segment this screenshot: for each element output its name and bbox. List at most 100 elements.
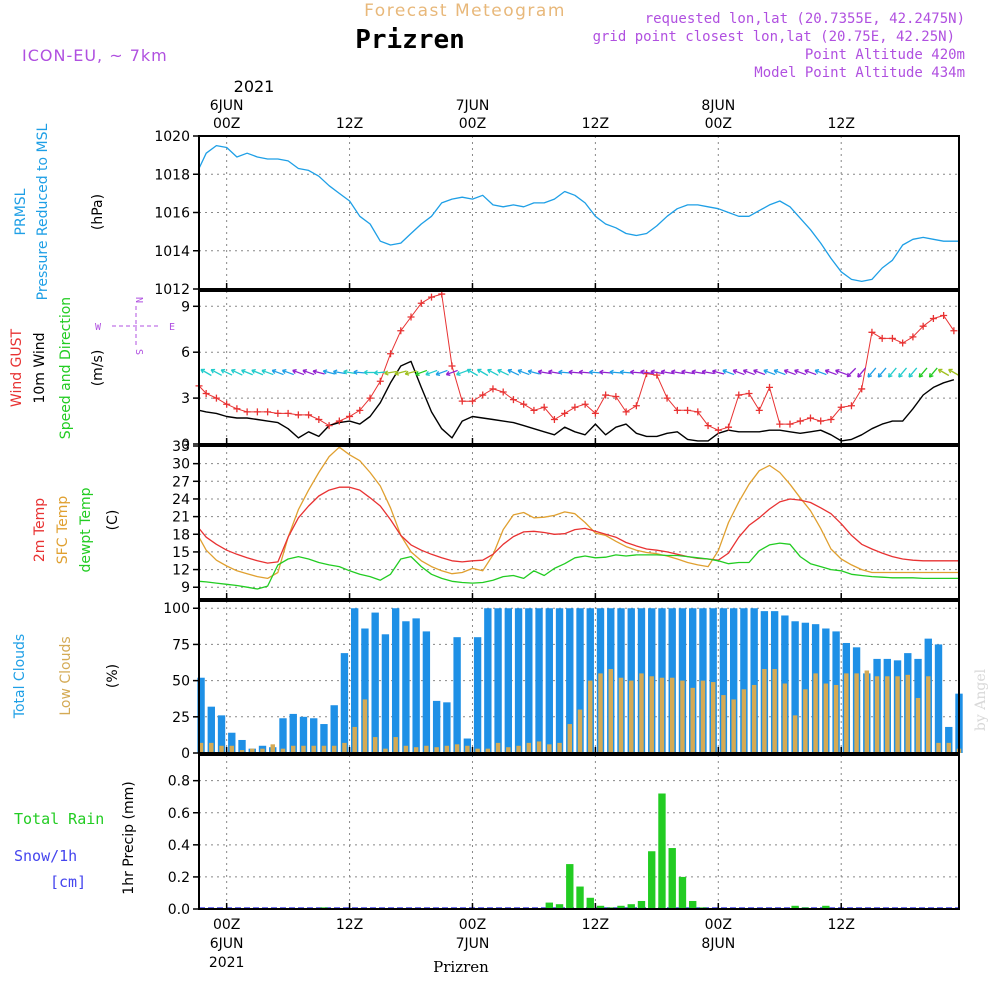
low-cloud-bar <box>526 742 532 753</box>
temp-ytick-label: 15 <box>172 545 190 561</box>
wind-barb <box>794 369 807 376</box>
wind-barb <box>312 370 325 375</box>
low-cloud-bar <box>792 715 798 753</box>
total-cloud-bar <box>576 608 584 753</box>
gust-marker <box>837 403 845 411</box>
wind-ytick-label: 6 <box>181 345 190 361</box>
low-cloud-bar <box>342 742 347 753</box>
wind-barb-head <box>629 369 635 375</box>
total-cloud-bar <box>289 713 297 753</box>
wind-barb <box>867 367 877 378</box>
wind-barb-head <box>241 368 246 374</box>
low-cloud-bar <box>823 683 829 753</box>
total-cloud-bar <box>207 706 215 753</box>
pressure-line <box>198 144 959 283</box>
low-cloud-bar <box>280 748 286 753</box>
wind-barb <box>384 370 397 375</box>
wind-barb <box>517 369 530 376</box>
low-cloud-bar <box>762 669 767 753</box>
total-cloud-bar <box>535 608 543 753</box>
wind-barb <box>784 369 796 376</box>
low-cloud-bar <box>680 680 685 753</box>
total-cloud-bar <box>709 608 717 753</box>
point-altitude: Point Altitude 420m <box>805 47 965 63</box>
clouds-frame <box>198 600 960 754</box>
gust-marker <box>284 409 292 417</box>
wind-barb-head <box>804 369 809 374</box>
top-hour-label: 00Z <box>213 116 240 132</box>
gust-marker <box>694 408 702 416</box>
temp-unit: (C) <box>105 510 121 531</box>
total-cloud-bar <box>689 608 697 753</box>
total-cloud-bar <box>330 705 338 753</box>
wind-barb-head <box>487 368 492 374</box>
precip-ytick-label: 0.0 <box>168 902 190 918</box>
snow-unit: [cm] <box>50 873 86 891</box>
low-cloud-bar <box>721 695 726 753</box>
gust-marker <box>622 408 630 416</box>
precip-ytick-label: 0.8 <box>168 774 190 790</box>
wind-barb-head <box>548 369 553 375</box>
wind-barb-head <box>497 368 502 374</box>
wind-ytick-label: 9 <box>181 299 190 315</box>
axis-ticks: 6JUN 00Z 12Z 7JUN 00Z 12Z 8JUN 00Z 12Z 00Z 6JUN 202… <box>154 98 855 971</box>
wind-barb <box>343 370 356 375</box>
gust-marker <box>468 397 476 405</box>
low-cloud-bar <box>577 709 583 753</box>
low-cloud-bar <box>946 742 951 753</box>
total-cloud-bar <box>391 608 400 753</box>
rain-bar <box>791 905 799 909</box>
gust-marker <box>581 400 589 408</box>
gust-marker <box>878 334 886 342</box>
wind-barb-head <box>363 369 368 376</box>
wind-barb <box>650 370 663 375</box>
total-cloud-bar <box>545 608 553 753</box>
low-cloud-bar <box>434 747 439 753</box>
total-cloud-bar <box>371 612 379 753</box>
low-cloud-bar <box>803 689 808 753</box>
wind-barb <box>908 367 918 378</box>
wind-barb-head <box>558 369 563 375</box>
wind-barb <box>620 371 633 374</box>
panel-frames <box>198 135 960 910</box>
wind-barb-head <box>220 368 226 374</box>
gust-marker <box>643 370 651 378</box>
low-cloud-bar <box>926 676 931 753</box>
wind-barb-head <box>670 369 676 375</box>
wind-barb-head <box>322 369 328 375</box>
total-cloud-bar <box>340 653 349 753</box>
wind-barb-head <box>599 369 604 375</box>
gust-marker <box>274 409 282 417</box>
sfc-temp-label: SFC Temp <box>55 496 71 565</box>
total-cloud-bar <box>320 724 328 753</box>
gust-marker <box>909 333 917 341</box>
wind-barb-head <box>251 368 256 374</box>
temp-ytick-label: 21 <box>172 510 190 526</box>
total-cloud-bar <box>197 677 205 753</box>
top-date-label: 8JUN <box>701 98 735 114</box>
wind-barb <box>241 369 253 376</box>
low-cloud-bar <box>495 742 501 753</box>
total-cloud-bar <box>217 715 226 753</box>
wind-barb <box>231 369 243 376</box>
wind-barb <box>763 369 776 376</box>
gust-marker <box>305 411 313 419</box>
rose-north: N <box>133 297 144 303</box>
wind-frame <box>198 290 960 445</box>
wind-barb <box>456 369 469 376</box>
low-cloud-bar <box>618 677 624 753</box>
wind10-label: 10m Wind <box>32 332 48 403</box>
pressure-unit: (hPa) <box>90 194 106 230</box>
low-cloud-bar <box>209 742 214 753</box>
temp-ytick-label: 30 <box>172 457 190 473</box>
low-cloud-bar <box>301 745 306 753</box>
wind-barb-head <box>507 368 513 374</box>
wind-barb <box>589 371 602 374</box>
low-cloud-bar <box>700 680 706 753</box>
rain-bar <box>617 905 625 909</box>
wind-barb-head <box>466 368 472 374</box>
top-hour-label: 12Z <box>828 116 855 132</box>
gust-marker <box>264 408 272 416</box>
wind-barb <box>825 369 837 376</box>
wind-barb-head <box>271 369 277 374</box>
